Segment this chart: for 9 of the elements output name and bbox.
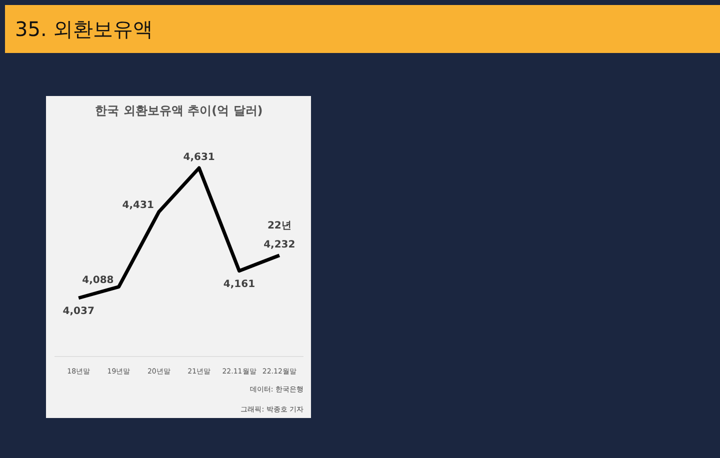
chart-subtitle: 한국 외환보유액 추이(억 달러) [95,104,263,118]
data-label: 4,088 [82,274,114,286]
data-label: 4,037 [62,306,94,317]
data-label: 4,161 [223,278,256,290]
chart-title: 35. 외환보유액 [15,16,154,43]
data-label: 4,232 [264,239,296,250]
annotation: 22년 [267,220,292,232]
data-label: 4,631 [183,152,215,163]
data-label: 4,431 [122,200,154,211]
